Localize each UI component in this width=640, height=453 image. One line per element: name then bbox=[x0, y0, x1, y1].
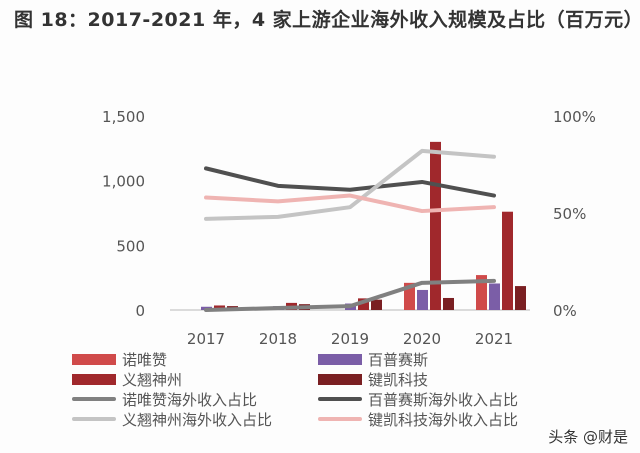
x-tick-label: 2018 bbox=[259, 330, 297, 348]
legend-item: 义翘神州 bbox=[72, 369, 182, 389]
legend-label: 键凯科技 bbox=[368, 370, 429, 389]
legend-item: 义翘神州海外收入占比 bbox=[72, 409, 272, 429]
line-series bbox=[204, 148, 496, 221]
legend-label: 诺唯赞海外收入占比 bbox=[122, 390, 258, 409]
legend-swatch bbox=[318, 417, 362, 421]
legend-item: 百普赛斯 bbox=[318, 349, 428, 369]
legend-item: 诺唯赞 bbox=[72, 349, 167, 369]
line-series bbox=[204, 166, 496, 198]
bar bbox=[371, 299, 382, 310]
legend-label: 诺唯赞 bbox=[122, 350, 168, 369]
bar bbox=[417, 289, 428, 310]
y-right-tick-label: 0% bbox=[553, 302, 577, 320]
line-series bbox=[204, 193, 496, 214]
legend-swatch bbox=[72, 417, 116, 421]
y-left-tick-label: 1,500 bbox=[102, 108, 145, 126]
legend-swatch bbox=[72, 353, 116, 365]
legend-swatch bbox=[72, 373, 116, 385]
bar bbox=[476, 275, 487, 310]
watermark: 头条 @财是 bbox=[548, 428, 628, 446]
x-tick-label: 2017 bbox=[187, 330, 225, 348]
x-tick-label: 2021 bbox=[475, 330, 513, 348]
bar bbox=[443, 297, 454, 310]
bar bbox=[515, 286, 526, 310]
legend-swatch bbox=[72, 397, 116, 401]
y-left-tick-label: 1,000 bbox=[102, 173, 145, 191]
legend-label: 义翘神州 bbox=[122, 370, 183, 389]
y-left-tick-label: 0 bbox=[135, 302, 145, 320]
legend-label: 义翘神州海外收入占比 bbox=[122, 410, 273, 429]
legend-item: 百普赛斯海外收入占比 bbox=[318, 389, 518, 409]
y-left-tick-label: 500 bbox=[116, 237, 145, 255]
bar bbox=[489, 283, 500, 310]
legend-label: 键凯科技海外收入占比 bbox=[368, 410, 519, 429]
y-right-tick-label: 100% bbox=[553, 108, 596, 126]
legend-item: 诺唯赞海外收入占比 bbox=[72, 389, 257, 409]
x-tick-label: 2020 bbox=[403, 330, 441, 348]
bar bbox=[404, 282, 415, 310]
x-tick-label: 2019 bbox=[331, 330, 369, 348]
bar bbox=[502, 211, 513, 310]
legend-swatch bbox=[318, 373, 362, 385]
legend-item: 键凯科技 bbox=[318, 369, 428, 389]
bar bbox=[358, 298, 369, 310]
legend-swatch bbox=[318, 397, 362, 401]
legend-label: 百普赛斯海外收入占比 bbox=[368, 390, 519, 409]
legend-label: 百普赛斯 bbox=[368, 350, 429, 369]
line-series bbox=[204, 278, 496, 312]
chart-title: 图 18：2017-2021 年，4 家上游企业海外收入规模及占比（百万元） bbox=[14, 9, 640, 31]
y-right-tick-label: 50% bbox=[553, 205, 586, 223]
bar bbox=[430, 141, 441, 310]
legend-swatch bbox=[318, 353, 362, 365]
legend-item: 键凯科技海外收入占比 bbox=[318, 409, 518, 429]
